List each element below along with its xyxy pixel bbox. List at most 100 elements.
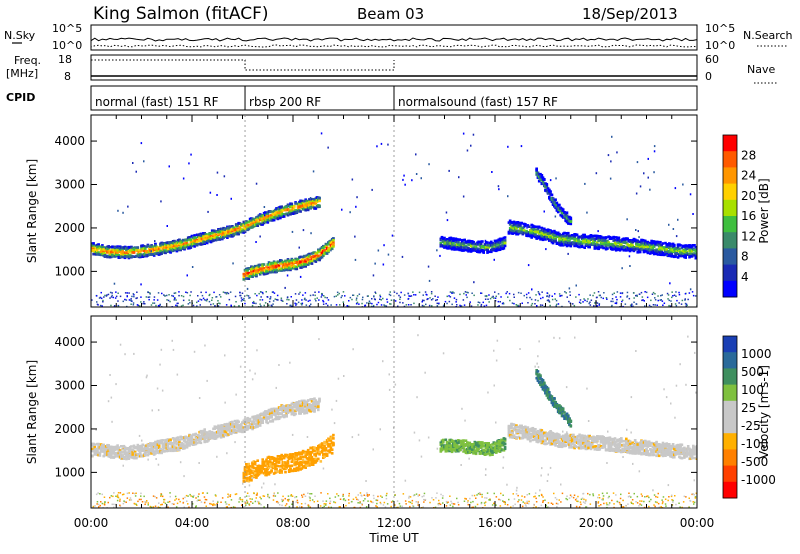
echo-cell [550, 193, 554, 197]
noise-cell [429, 501, 431, 504]
echo-cell [323, 252, 326, 255]
echo-cell [449, 238, 453, 242]
noise-cell [486, 492, 489, 494]
noise-cell [522, 501, 524, 503]
echo-cell [635, 239, 638, 242]
echo-cell [645, 249, 648, 253]
echo-cell [642, 248, 646, 251]
echo-cell [131, 255, 134, 258]
noise-cell [648, 304, 651, 307]
noise-cell [390, 299, 393, 301]
scatter-cell [309, 197, 312, 199]
noise-cell [452, 505, 454, 508]
noise-cell [409, 501, 412, 504]
noise-cell [523, 496, 526, 498]
noise-cell [409, 496, 412, 498]
noise-cell [524, 504, 527, 506]
echo-cell [304, 265, 307, 268]
echo-cell [304, 208, 307, 212]
noise-cell [208, 294, 210, 297]
noise-cell [656, 496, 659, 498]
noise-cell [382, 504, 385, 506]
echo-cell [669, 242, 672, 246]
echo-cell [695, 247, 697, 251]
noise-cell [621, 300, 623, 303]
noise-cell [348, 502, 350, 504]
noise-cell [175, 506, 178, 508]
noise-cell [573, 494, 576, 496]
noise-cell [164, 502, 167, 505]
noise-cell [655, 495, 657, 498]
noise-cell [167, 299, 170, 302]
noise-cell [313, 501, 315, 503]
noise-cell [173, 299, 175, 301]
noise-cell [119, 492, 122, 494]
echo-cell [285, 266, 288, 269]
noise-cell [132, 492, 134, 494]
noise-cell [438, 502, 441, 505]
noise-cell [307, 300, 310, 302]
echo-cell [125, 247, 128, 251]
noise-cell [377, 495, 379, 498]
noise-cell [535, 294, 537, 296]
noise-cell [301, 496, 304, 498]
echo-cell [109, 445, 113, 449]
noise-cell [626, 291, 629, 294]
scatter-cell [341, 208, 343, 211]
noise-cell [116, 499, 119, 502]
echo-cell [137, 249, 141, 252]
echo-cell [680, 246, 684, 250]
noise-cell [115, 495, 117, 497]
noise-cell [219, 302, 221, 305]
noise-cell [481, 496, 483, 498]
echo-cell [555, 209, 559, 212]
echo-cell [275, 207, 278, 210]
echo-cell [511, 229, 514, 233]
noise-cell [210, 503, 213, 505]
echo-cell [564, 212, 567, 216]
noise-cell [196, 301, 198, 304]
noise-cell [564, 291, 566, 293]
echo-cell [501, 244, 504, 248]
echo-cell [630, 245, 633, 249]
echo-cell [553, 199, 556, 203]
noise-cell [141, 501, 144, 503]
noise-cell [134, 503, 136, 505]
noise-cell [381, 496, 383, 498]
echo-cell [311, 258, 315, 261]
echo-cell [490, 240, 493, 244]
noise-cell [615, 494, 617, 496]
noise-cell [144, 503, 146, 506]
noise-cell [536, 305, 538, 307]
echo-cell [181, 238, 185, 242]
scatter-cell [446, 219, 449, 222]
echo-cell [630, 248, 633, 251]
noise-cell [147, 504, 149, 506]
noise-cell [504, 503, 506, 505]
noise-cell [235, 301, 237, 303]
noise-cell [226, 291, 228, 294]
scatter-cell [284, 286, 286, 289]
scatter-cell [263, 214, 266, 217]
noise-cell [390, 501, 393, 503]
noise-cell [633, 492, 635, 495]
echo-cell [262, 263, 266, 266]
echo-cell [541, 237, 545, 240]
echo-cell [245, 271, 248, 274]
echo-cell [534, 228, 537, 232]
noise-cell [362, 500, 365, 502]
noise-cell [385, 305, 388, 307]
scatter-cell [636, 161, 639, 164]
echo-cell [665, 245, 668, 249]
echo-cell [325, 252, 329, 255]
noise-cell [288, 498, 290, 501]
noise-cell [502, 500, 504, 502]
noise-cell [566, 495, 568, 497]
echo-cell [275, 262, 278, 265]
echo-cell [531, 225, 535, 228]
noise-cell [342, 495, 344, 497]
noise-cell [140, 495, 142, 497]
noise-cell [225, 503, 228, 505]
noise-cell [596, 296, 598, 299]
noise-cell [376, 502, 378, 505]
